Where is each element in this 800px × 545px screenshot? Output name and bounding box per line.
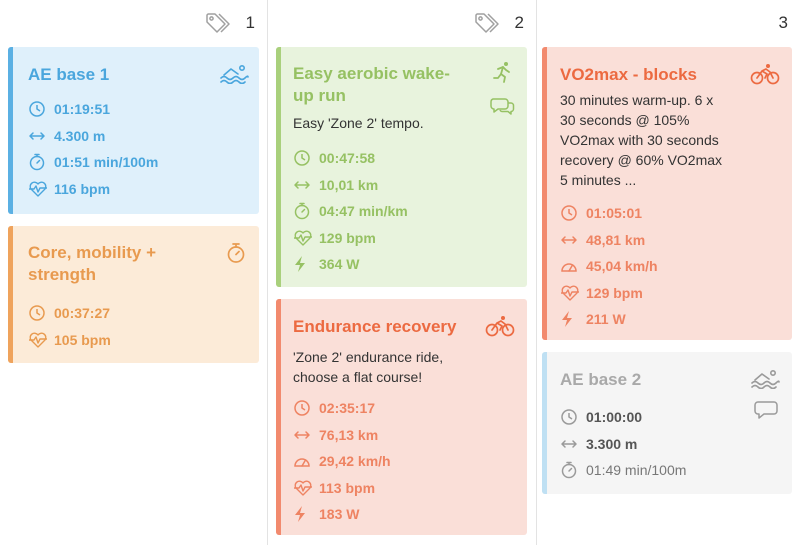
metric-duration: 00:47:58 <box>293 145 408 172</box>
workout-card[interactable]: Easy aerobic wake- up run Easy 'Zone 2' … <box>276 47 527 287</box>
metric-distance: 4.300 m <box>28 123 158 150</box>
card-accent-bar <box>542 47 547 340</box>
card-accent-bar <box>8 47 13 214</box>
workout-card[interactable]: Endurance recovery 'Zone 2' endurance ri… <box>276 299 527 535</box>
workout-card[interactable]: AE base 2 01:00:00 3.300 m <box>542 352 792 494</box>
column-divider <box>536 0 537 545</box>
workout-card[interactable]: VO2max - blocks 30 minutes warm-up. 6 x … <box>542 47 792 340</box>
day-number: 2 <box>514 13 524 32</box>
metric-speed: 45,04 km/h <box>560 253 658 280</box>
metric-distance: 3.300 m <box>560 431 686 458</box>
card-accent-bar <box>276 299 281 535</box>
workout-description: 30 minutes warm-up. 6 x 30 seconds @ 105… <box>560 92 723 188</box>
distance-icon <box>293 426 315 444</box>
column-divider <box>267 0 268 545</box>
metric-distance: 10,01 km <box>293 172 408 199</box>
card-accent-bar <box>276 47 281 287</box>
power-icon <box>293 255 315 273</box>
metric-heart-rate: 129 bpm <box>560 280 658 307</box>
swim-icon <box>219 64 249 89</box>
metric-duration: 01:00:00 <box>560 404 686 431</box>
day-header: 1 <box>204 10 255 36</box>
bike-icon <box>750 63 780 90</box>
speed-icon <box>293 452 315 470</box>
workout-title: Endurance recovery <box>293 317 457 336</box>
day-column-1: 1 AE base 1 01:19:51 4.300 m 0 <box>0 0 267 545</box>
metric-heart-rate: 113 bpm <box>293 475 391 502</box>
metric-pace: 01:51 min/100m <box>28 149 158 176</box>
heart-rate-icon <box>28 180 50 198</box>
clock-icon <box>28 100 50 118</box>
comment-icon[interactable] <box>489 95 515 122</box>
workout-title: Core, mobility + strength <box>28 243 156 284</box>
metric-heart-rate: 105 bpm <box>28 327 111 354</box>
metric-distance: 76,13 km <box>293 422 391 449</box>
power-icon <box>293 505 315 523</box>
metric-duration: 02:35:17 <box>293 395 391 422</box>
metric-power: 211 W <box>560 306 658 333</box>
heart-rate-icon <box>560 284 582 302</box>
workout-card[interactable]: AE base 1 01:19:51 4.300 m 01:51 min/100… <box>8 47 259 214</box>
stopwatch-icon <box>225 242 247 269</box>
clock-icon <box>560 204 582 222</box>
card-accent-bar <box>8 226 13 363</box>
workout-title: Easy aerobic wake- up run <box>293 64 450 105</box>
distance-icon <box>560 231 582 249</box>
day-column-2: 2 Easy aerobic wake- up run Easy 'Zone 2… <box>268 0 536 545</box>
distance-icon <box>560 435 582 453</box>
heart-rate-icon <box>293 479 315 497</box>
workout-description: 'Zone 2' endurance ride, choose a flat c… <box>293 349 444 385</box>
day-number: 1 <box>245 13 255 32</box>
metric-distance: 48,81 km <box>560 227 658 254</box>
metric-duration: 01:19:51 <box>28 96 158 123</box>
metric-duration: 01:05:01 <box>560 200 658 227</box>
clock-icon <box>293 149 315 167</box>
bike-icon <box>485 315 515 342</box>
metric-pace: 04:47 min/km <box>293 198 408 225</box>
distance-icon <box>28 127 50 145</box>
metric-heart-rate: 129 bpm <box>293 225 408 252</box>
day-number: 3 <box>778 13 788 32</box>
distance-icon <box>293 176 315 194</box>
day-header: 2 <box>473 10 524 36</box>
comment-icon[interactable] <box>754 400 778 425</box>
day-column-3: 3 VO2max - blocks 30 minutes warm-up. 6 … <box>537 0 800 545</box>
workout-description: Easy 'Zone 2' tempo. <box>293 115 424 131</box>
stopwatch-icon <box>28 153 50 171</box>
metric-heart-rate: 116 bpm <box>28 176 158 203</box>
workout-title: AE base 2 <box>560 370 642 389</box>
stopwatch-icon <box>560 461 582 479</box>
metric-power: 364 W <box>293 251 408 278</box>
swim-icon <box>750 369 780 394</box>
day-header: 3 <box>779 10 788 36</box>
power-icon <box>560 310 582 328</box>
metric-power: 183 W <box>293 501 391 528</box>
metric-duration: 00:37:27 <box>28 300 111 327</box>
metric-pace: 01:49 min/100m <box>560 457 686 484</box>
workout-title: AE base 1 <box>28 65 110 84</box>
clock-icon <box>293 399 315 417</box>
clock-icon <box>560 408 582 426</box>
run-icon <box>493 61 513 88</box>
heart-rate-icon <box>28 331 50 349</box>
card-accent-bar <box>542 352 547 494</box>
workout-card[interactable]: Core, mobility + strength 00:37:27 105 b… <box>8 226 259 363</box>
heart-rate-icon <box>293 229 315 247</box>
stopwatch-icon <box>293 202 315 220</box>
speed-icon <box>560 257 582 275</box>
clock-icon <box>28 304 50 322</box>
tag-icon[interactable] <box>204 11 236 35</box>
workout-title: VO2max - blocks <box>560 65 698 84</box>
tag-icon[interactable] <box>473 11 505 35</box>
metric-speed: 29,42 km/h <box>293 448 391 475</box>
